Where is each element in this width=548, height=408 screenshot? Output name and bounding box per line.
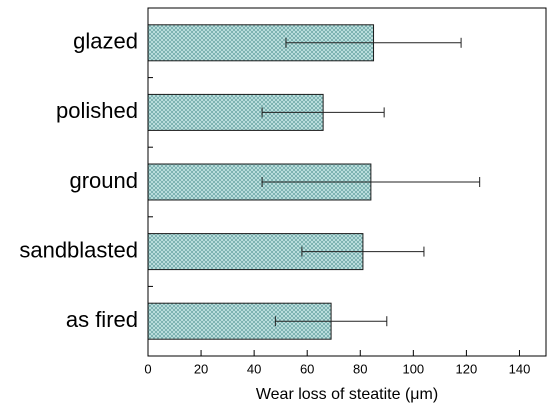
y-tick-label: ground bbox=[69, 168, 138, 193]
x-tick-label: 60 bbox=[300, 361, 314, 376]
x-tick-label: 80 bbox=[353, 361, 367, 376]
y-tick-label: as fired bbox=[66, 307, 138, 332]
x-tick-label: 120 bbox=[456, 361, 478, 376]
y-tick-label: glazed bbox=[73, 29, 138, 54]
y-tick-label: sandblasted bbox=[19, 237, 138, 262]
x-axis-label: Wear loss of steatite (μm) bbox=[256, 386, 438, 403]
x-tick-label: 40 bbox=[247, 361, 261, 376]
x-tick-label: 20 bbox=[194, 361, 208, 376]
plot-frame bbox=[147, 7, 547, 357]
x-tick-label: 140 bbox=[509, 361, 531, 376]
x-tick-label: 0 bbox=[144, 361, 151, 376]
y-tick-label: polished bbox=[56, 98, 138, 123]
x-tick-label: 100 bbox=[402, 361, 424, 376]
